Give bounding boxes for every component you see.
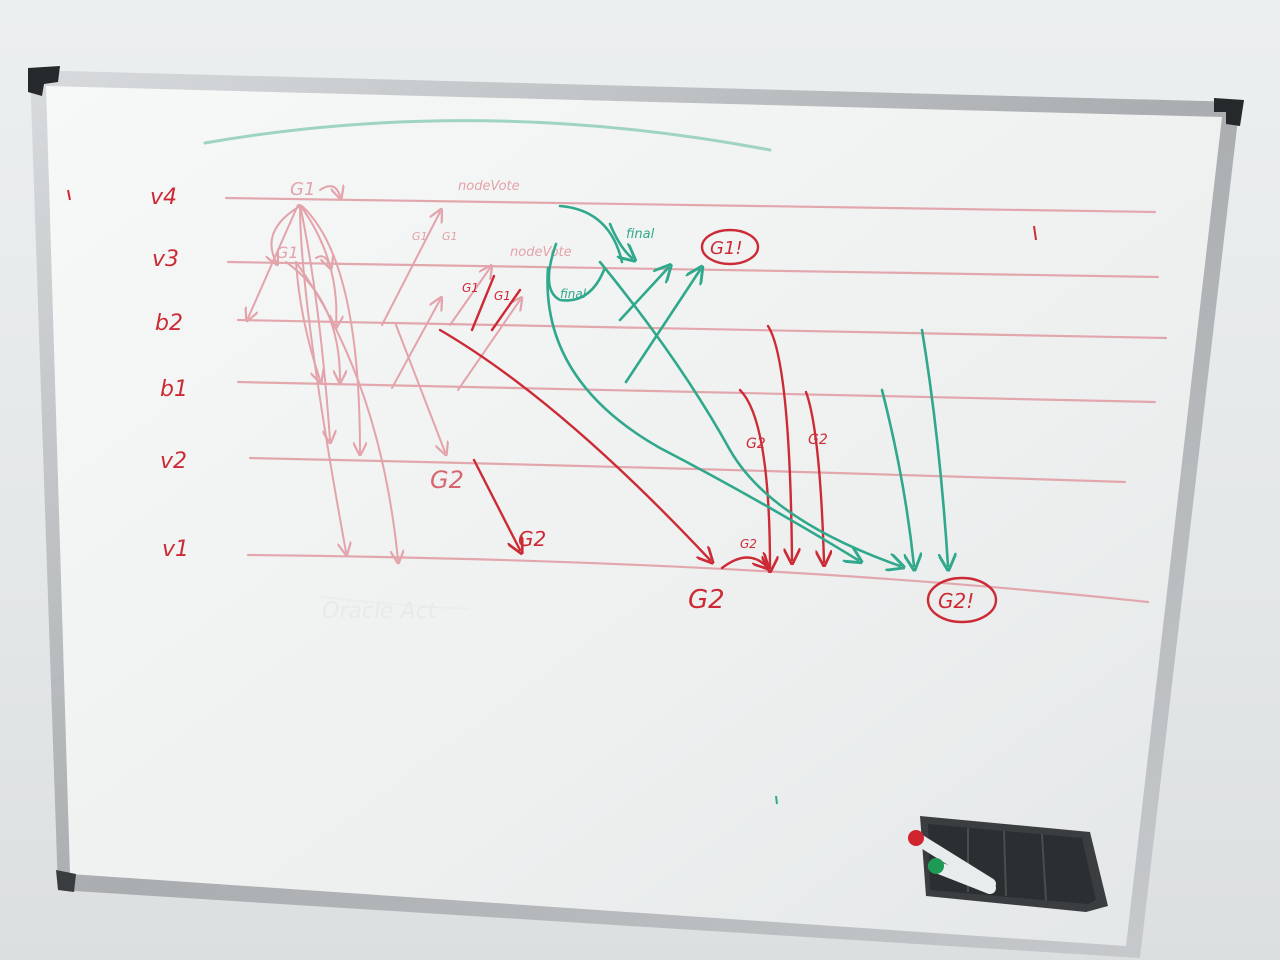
label-g2-circled: G2! [938, 589, 974, 613]
label-node-vote-1: nodeVote [458, 179, 520, 194]
label-g2-small: G2 [740, 537, 757, 551]
label-g2-arrow-2: G2 [808, 432, 828, 448]
label-g1-small-a: G1 [412, 230, 428, 243]
row-label-v3: v3 [152, 247, 179, 272]
stray-mark-teal [776, 796, 777, 804]
label-g2-arrow-1: G2 [746, 436, 766, 452]
label-g1-small-d: G1 [494, 289, 511, 303]
label-faded-oracle: Oracle Act [322, 599, 438, 624]
label-g1-circled: G1! [710, 238, 743, 259]
label-final-2: final [560, 287, 587, 301]
label-final-1: final [626, 227, 655, 242]
label-g1-top: G1 [290, 179, 315, 200]
label-node-vote-2: nodeVote [510, 245, 572, 260]
label-g2-bottom: G2 [688, 585, 725, 615]
label-g2-mid: G2 [518, 527, 546, 551]
label-g2-v2: G2 [430, 466, 464, 494]
row-label-v1: v1 [162, 537, 189, 562]
row-label-v4: v4 [150, 185, 177, 210]
label-g1-small-c: G1 [462, 281, 479, 295]
row-label-b2: b2 [155, 311, 183, 336]
row-label-v2: v2 [160, 449, 187, 474]
whiteboard-surface [46, 86, 1222, 946]
row-label-b1: b1 [160, 377, 188, 402]
label-g1-second: G1 [276, 243, 299, 262]
label-g1-small-b: G1 [442, 230, 458, 243]
